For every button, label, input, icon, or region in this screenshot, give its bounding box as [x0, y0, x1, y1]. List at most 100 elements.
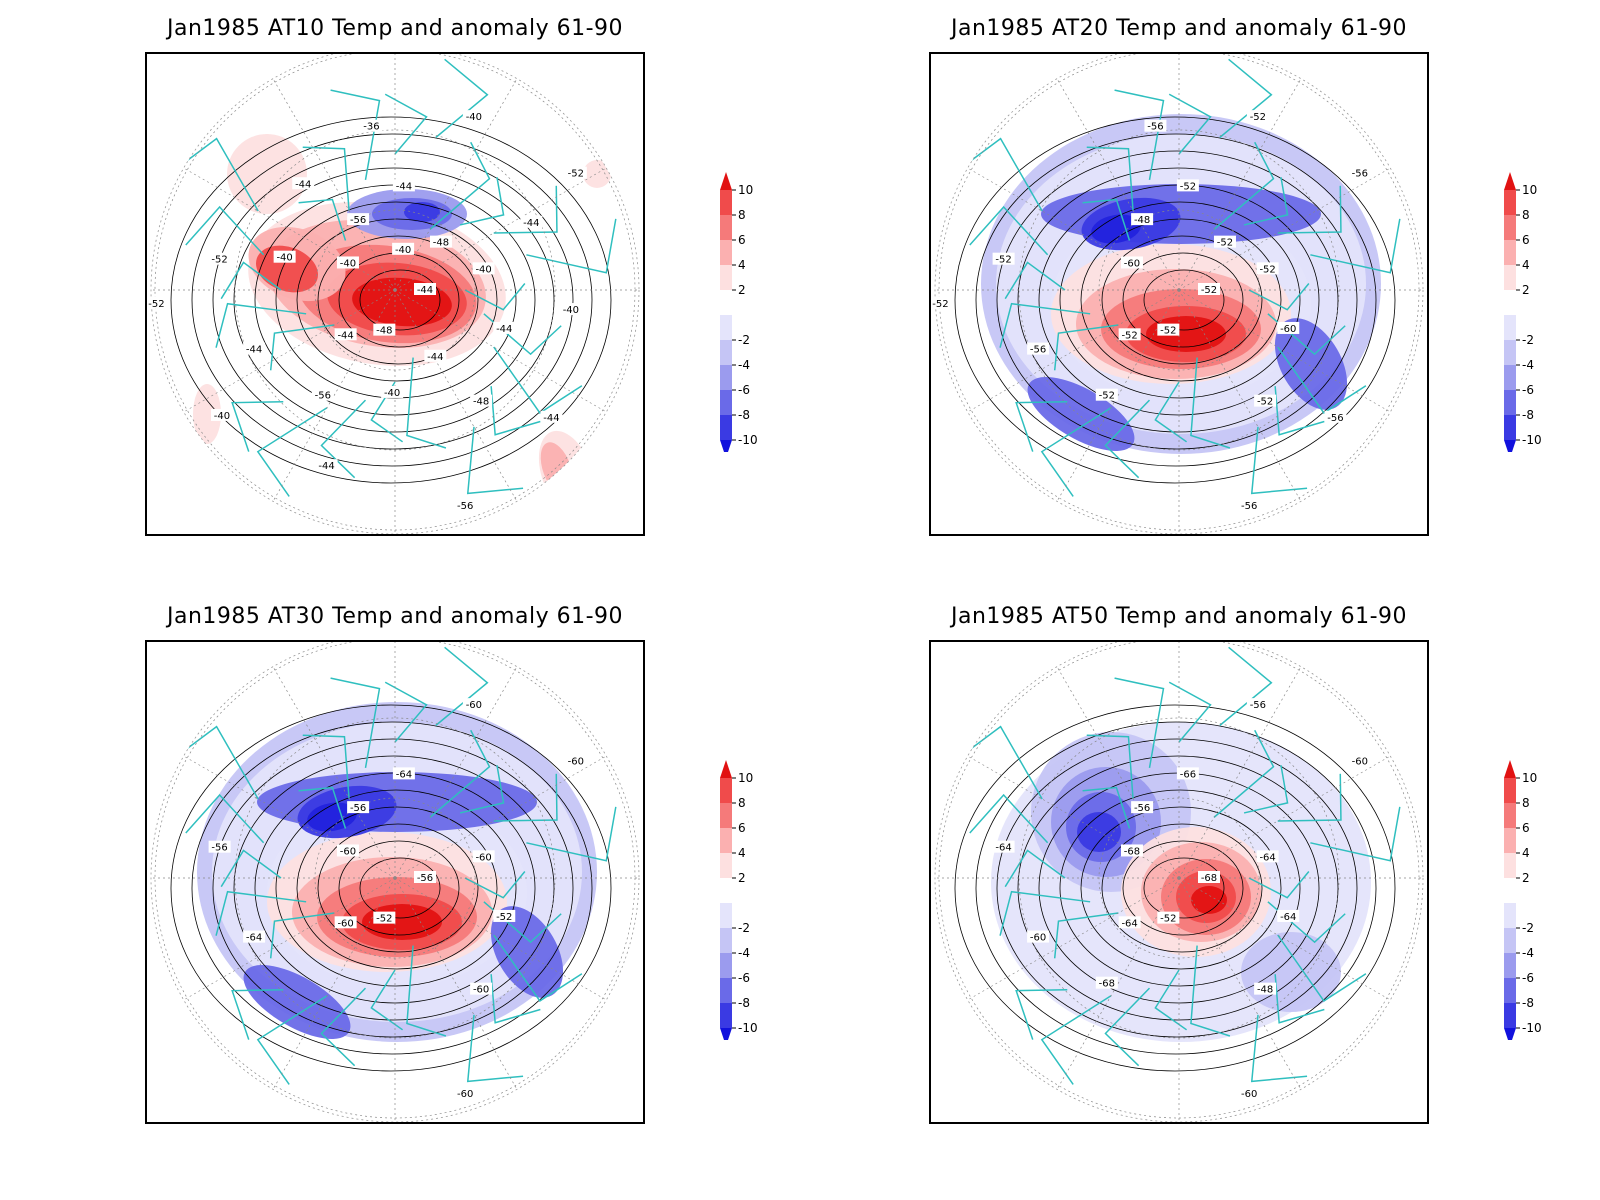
contour-label: -68 [1120, 844, 1143, 857]
contour-label-box [311, 388, 334, 401]
contour-label-text: -52 [148, 299, 164, 310]
contour-label: -60 [336, 844, 359, 857]
coastline [269, 324, 335, 371]
contour-label-text: -64 [246, 933, 262, 944]
contour-label-box [334, 328, 357, 341]
contour-label-box [454, 498, 477, 511]
contour-label-box [1256, 262, 1279, 275]
contour-label-box [424, 349, 447, 362]
colorbar-tick-label: -4 [1522, 358, 1534, 372]
colorbar-segment [720, 365, 732, 390]
colorbar-tick-label: -4 [738, 358, 750, 372]
contour-label-box [336, 256, 359, 269]
contour-label-text: -64 [396, 769, 412, 780]
temperature-contour [1017, 167, 1339, 433]
contour-label: -44 [243, 342, 266, 356]
anomaly-region [1027, 377, 1135, 451]
contour-label: -36 [360, 119, 383, 133]
coastline [1040, 407, 1112, 497]
contour-label-box [208, 252, 231, 265]
contour-label: -66 [1176, 767, 1199, 780]
contour-label-box [1027, 930, 1050, 943]
contour-label-box [1246, 698, 1269, 711]
contour-label: -40 [381, 385, 404, 399]
anomaly-region [1191, 886, 1227, 914]
coastline [1213, 141, 1275, 230]
contour-label: -44 [315, 459, 338, 472]
contour-label-text: -52 [568, 169, 584, 180]
contour-label-text: -52 [1099, 391, 1115, 402]
contour-label-box [520, 215, 543, 228]
coastline [435, 646, 489, 726]
colorbar-segment [720, 265, 732, 290]
contour-label-box [992, 840, 1015, 853]
contour-label-text: -60 [466, 700, 482, 711]
coastline [464, 283, 526, 311]
contour-label-box [208, 840, 231, 853]
colorbar-tick-label: 2 [1522, 283, 1530, 297]
colorbar-tick-label: -10 [1522, 1021, 1542, 1035]
temperature-contour [359, 857, 441, 919]
polar-map: -44 -44 -44 -48 -52 -52 -48 -56 -44 -44 -40 -56 -40 -… [145, 52, 645, 536]
map-disc [935, 642, 1423, 1122]
contour-label: -44 [414, 283, 436, 296]
coastline [1053, 912, 1119, 959]
coastline [1250, 1014, 1308, 1083]
contour-label-text: -40 [214, 411, 230, 422]
colorbar-segment [720, 903, 732, 928]
contour-label-text: -40 [340, 258, 356, 269]
colorbar-tick-label: 10 [1522, 771, 1537, 785]
colorbar-segment [1504, 415, 1516, 440]
temperature-contour [1101, 235, 1263, 365]
meridian-line [1056, 666, 1180, 879]
colorbar-tick-label: -4 [1522, 946, 1534, 960]
contour-label: -40 [472, 262, 495, 275]
contour-label-box [493, 321, 516, 334]
map-svg: -56 -60 -64 -60 -56 -60 -52 -56 -52 -64 -60 -60 -60 -… [150, 642, 640, 1122]
contour-label-box [493, 909, 516, 922]
temperature-contour [1122, 840, 1244, 936]
contour-label-text: -56 [1352, 169, 1368, 180]
colorbar-svg: 10 8 6 4 2 -2 -4 -6 -8 -10 [1504, 172, 1542, 458]
contour-label-text: -44 [427, 352, 443, 363]
coastline [493, 934, 583, 1002]
colorbar-top-arrow [1504, 760, 1516, 778]
coastline [1243, 177, 1289, 226]
contour-label: -40 [392, 242, 415, 256]
colorbar-tick-label: -8 [1522, 996, 1534, 1010]
temperature-contour [1059, 789, 1301, 987]
contour-label-text: -44 [543, 413, 559, 424]
contour-label-text: -52 [1160, 326, 1176, 337]
contour-label-text: -56 [1241, 501, 1257, 512]
panel-at30: Jan1985 AT30 Temp and anomaly 61-90 -56-… [0, 588, 758, 1168]
contour-label-box [429, 235, 452, 248]
coastline [320, 987, 367, 1067]
contour-label-text: -44 [318, 461, 334, 472]
map-svg: -52 -52 -52 -52 -52 -56 -52 -48 -60 -56 -52 -56 -60 -… [931, 54, 1424, 534]
colorbar-segment [1504, 878, 1516, 903]
contour-label-text: -44 [295, 179, 311, 190]
coastline [302, 734, 350, 799]
contour-label-text: -60 [340, 846, 356, 857]
meridian-line [394, 666, 518, 879]
temperature-contour [317, 235, 479, 365]
temperature-contour [1122, 252, 1244, 348]
contour-label: -52 [1246, 110, 1269, 123]
contour-label-text: -48 [473, 397, 489, 408]
colorbar: 10 8 6 4 2 -2 -4 -6 -8 -10 [1494, 760, 1574, 1046]
panel-title: Jan1985 AT50 Temp and anomaly 61-90 [950, 604, 1408, 629]
anomaly-region [193, 384, 221, 444]
contour-label-box [931, 296, 952, 309]
contour-label-box [564, 166, 587, 179]
coastline [429, 729, 491, 818]
contour-label: -48 [373, 323, 396, 337]
coastline [1154, 969, 1188, 1031]
coastline [185, 205, 265, 256]
temperature-contour [954, 116, 1396, 484]
contour-label: -44 [334, 328, 357, 341]
contour-label-box [1348, 754, 1371, 767]
coastline [330, 677, 381, 769]
meridian-line [272, 666, 396, 879]
contour-label: -40 [336, 256, 359, 269]
contour-label-text: -56 [1327, 413, 1343, 424]
